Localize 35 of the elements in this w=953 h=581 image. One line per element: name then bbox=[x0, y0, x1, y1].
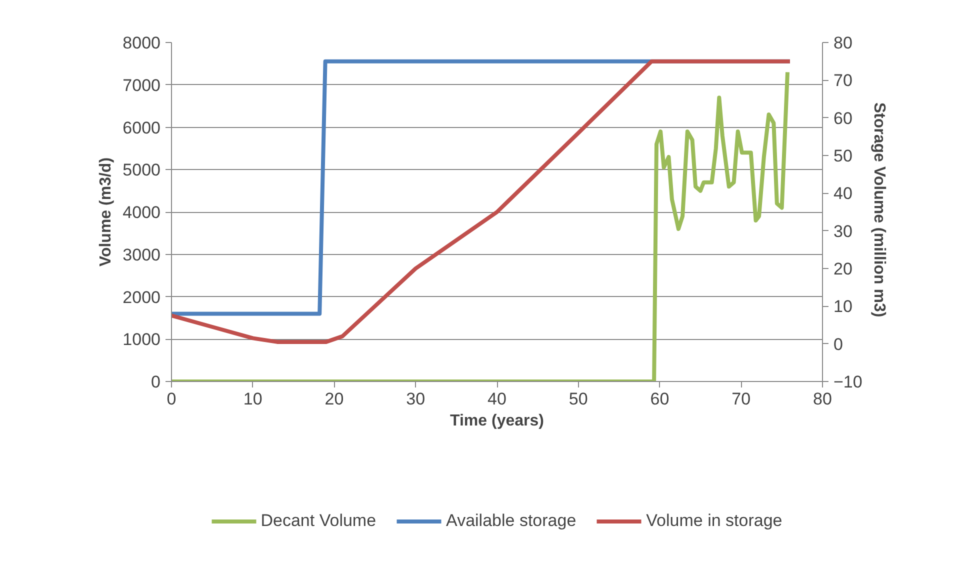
y2-tick-label: 20 bbox=[834, 260, 852, 278]
y2-tick-label: −10 bbox=[834, 372, 862, 392]
x-tick-label: 10 bbox=[243, 390, 262, 408]
y-tick-label: 5000 bbox=[122, 160, 161, 180]
y-tick-label: 8000 bbox=[122, 34, 161, 52]
x-tick-label: 70 bbox=[732, 390, 751, 408]
y2-tick-label: 30 bbox=[834, 222, 852, 241]
y2-tick-label: 80 bbox=[834, 34, 852, 52]
y-tick-label: 2000 bbox=[122, 288, 161, 307]
x-tick-label: 50 bbox=[568, 390, 588, 408]
y-tick-label: 0 bbox=[151, 372, 161, 392]
y2-tick-label: 40 bbox=[834, 184, 852, 204]
x-tick-label: 40 bbox=[488, 390, 506, 408]
y-tick-label: 7000 bbox=[122, 76, 161, 95]
x-tick-label: 30 bbox=[406, 390, 426, 408]
y-tick-label: 1000 bbox=[122, 330, 161, 350]
x-tick-label: 0 bbox=[166, 390, 176, 408]
y2-tick-label: 0 bbox=[834, 334, 843, 354]
x-tick-label: 60 bbox=[650, 390, 670, 408]
y-tick-label: 3000 bbox=[122, 245, 161, 264]
x-tick-label: 80 bbox=[813, 390, 832, 408]
y2-tick-label: 10 bbox=[834, 297, 852, 316]
x-axis-title: Time (years) bbox=[450, 412, 544, 430]
y-tick-label: 6000 bbox=[122, 118, 161, 138]
legend-label: Decant Volume bbox=[260, 511, 376, 531]
legend-label: Volume in storage bbox=[646, 511, 782, 531]
y2-tick-label: 60 bbox=[834, 108, 852, 128]
legend-label: Available storage bbox=[446, 511, 576, 531]
x-tick-label: 20 bbox=[324, 390, 344, 408]
y2-tick-label: 50 bbox=[834, 146, 852, 166]
line-series bbox=[172, 70, 790, 382]
y-tick-label: 4000 bbox=[122, 203, 161, 222]
y2-axis-title: Storage Volume (million m3) bbox=[870, 102, 888, 318]
y-axis-title: Volume (m3/d) bbox=[98, 157, 115, 267]
y2-tick-label: 70 bbox=[834, 71, 852, 90]
